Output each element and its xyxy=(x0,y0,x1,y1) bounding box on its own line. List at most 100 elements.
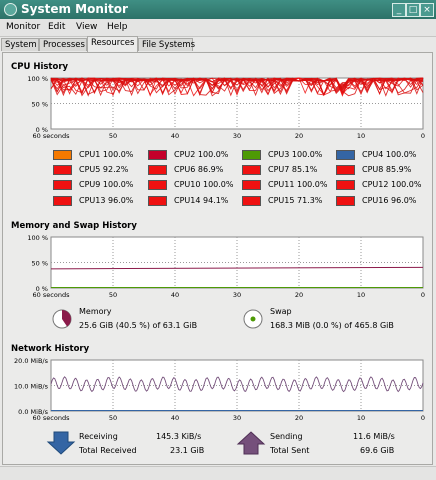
sending-label: Sending xyxy=(270,432,303,441)
cpu-percent: 94.1% xyxy=(200,196,229,205)
cpu-name: CPU10 xyxy=(174,180,201,189)
cpu-x-tick: 10 xyxy=(357,132,365,140)
maximize-icon[interactable]: □ xyxy=(406,3,420,17)
memory-detail: 25.6 GiB (40.5 %) of 63.1 GiB xyxy=(79,321,198,330)
cpu-color-swatch[interactable] xyxy=(53,165,72,175)
cpu-color-swatch[interactable] xyxy=(242,165,261,175)
cpu-color-swatch[interactable] xyxy=(336,180,355,190)
cpu-name: CPU1 xyxy=(79,150,101,159)
mem-x-tick: 60 seconds xyxy=(33,291,71,299)
cpu-percent: 100.0% xyxy=(383,150,417,159)
mem-x-tick: 0 xyxy=(421,291,425,299)
memory-history-title: Memory and Swap History xyxy=(11,221,137,231)
cpu-usage-label: CPU14 94.1% xyxy=(174,196,228,205)
cpu-history-title: CPU History xyxy=(11,62,69,72)
sending-history-line xyxy=(50,376,424,393)
cpu-name: CPU15 xyxy=(268,196,295,205)
cpu-history-line xyxy=(50,77,424,97)
cpu-percent: 85.1% xyxy=(289,165,318,174)
cpu-name: CPU13 xyxy=(79,196,106,205)
cpu-percent: 100.0% xyxy=(100,150,134,159)
cpu-usage-label: CPU1 100.0% xyxy=(79,150,133,159)
minimize-icon[interactable]: _ xyxy=(392,3,406,17)
close-icon[interactable]: × xyxy=(420,3,434,17)
cpu-x-tick: 30 xyxy=(233,132,241,140)
cpu-percent: 96.0% xyxy=(105,196,134,205)
cpu-usage-label: CPU6 86.9% xyxy=(174,165,223,174)
cpu-color-swatch[interactable] xyxy=(242,150,261,160)
cpu-color-swatch[interactable] xyxy=(242,196,261,206)
cpu-name: CPU5 xyxy=(79,165,101,174)
cpu-usage-label: CPU16 96.0% xyxy=(362,196,416,205)
cpu-color-swatch[interactable] xyxy=(242,180,261,190)
cpu-color-swatch[interactable] xyxy=(148,165,167,175)
menu-bar: Monitor Edit View Help xyxy=(0,19,436,37)
cpu-usage-label: CPU3 100.0% xyxy=(268,150,322,159)
net-y-tick: 20.0 MiB/s xyxy=(14,357,49,365)
menu-help[interactable]: Help xyxy=(107,22,128,32)
tab-file-systems[interactable]: File Systems xyxy=(138,38,195,51)
cpu-percent: 100.0% xyxy=(388,180,422,189)
receiving-value: 145.3 KiB/s xyxy=(156,432,202,441)
cpu-name: CPU14 xyxy=(174,196,201,205)
tab-processes[interactable]: Processes xyxy=(39,38,87,51)
net-x-tick: 40 xyxy=(171,414,179,422)
cpu-name: CPU9 xyxy=(79,180,101,189)
mem-x-tick: 40 xyxy=(171,291,179,299)
memory-history-line xyxy=(50,266,424,270)
cpu-color-swatch[interactable] xyxy=(148,180,167,190)
swap-label: Swap xyxy=(270,307,292,316)
cpu-percent: 100.0% xyxy=(289,150,323,159)
cpu-usage-label: CPU12 100.0% xyxy=(362,180,422,189)
mem-x-tick: 20 xyxy=(295,291,303,299)
cpu-percent: 96.0% xyxy=(388,196,417,205)
tab-resources[interactable]: Resources xyxy=(87,36,138,52)
cpu-usage-label: CPU7 85.1% xyxy=(268,165,317,174)
cpu-usage-label: CPU5 92.2% xyxy=(79,165,128,174)
cpu-color-swatch[interactable] xyxy=(336,196,355,206)
cpu-y-tick: 100 % xyxy=(27,75,48,83)
mem-x-tick: 50 xyxy=(109,291,117,299)
cpu-color-swatch[interactable] xyxy=(53,150,72,160)
menu-view[interactable]: View xyxy=(76,22,98,32)
cpu-percent: 92.2% xyxy=(100,165,129,174)
cpu-color-swatch[interactable] xyxy=(53,180,72,190)
net-x-tick: 50 xyxy=(109,414,117,422)
cpu-usage-label: CPU11 100.0% xyxy=(268,180,328,189)
receiving-label: Receiving xyxy=(79,432,118,441)
cpu-color-swatch[interactable] xyxy=(148,150,167,160)
cpu-usage-label: CPU9 100.0% xyxy=(79,180,133,189)
net-x-tick: 20 xyxy=(295,414,303,422)
cpu-percent: 86.9% xyxy=(195,165,224,174)
cpu-name: CPU12 xyxy=(362,180,389,189)
cpu-percent: 100.0% xyxy=(100,180,134,189)
system-monitor-icon[interactable] xyxy=(4,3,17,16)
cpu-usage-label: CPU8 85.9% xyxy=(362,165,411,174)
net-y-tick: 10.0 MiB/s xyxy=(14,383,49,391)
net-x-tick: 30 xyxy=(233,414,241,422)
cpu-color-swatch[interactable] xyxy=(148,196,167,206)
cpu-usage-label: CPU4 100.0% xyxy=(362,150,416,159)
tab-system[interactable]: System xyxy=(1,38,39,51)
cpu-name: CPU3 xyxy=(268,150,290,159)
mem-y-tick: 0 % xyxy=(36,285,48,293)
net-y-tick: 0.0 MiB/s xyxy=(18,408,48,416)
menu-edit[interactable]: Edit xyxy=(48,22,66,32)
total-received-value: 23.1 GiB xyxy=(170,446,205,455)
menu-monitor[interactable]: Monitor xyxy=(6,22,41,32)
cpu-percent: 100.0% xyxy=(294,180,328,189)
cpu-name: CPU6 xyxy=(174,165,196,174)
cpu-color-swatch[interactable] xyxy=(336,165,355,175)
cpu-percent: 100.0% xyxy=(200,180,234,189)
swap-detail: 168.3 MiB (0.0 %) of 465.8 GiB xyxy=(270,321,394,330)
cpu-color-swatch[interactable] xyxy=(53,196,72,206)
cpu-x-tick: 0 xyxy=(421,132,425,140)
cpu-usage-label: CPU15 71.3% xyxy=(268,196,322,205)
cpu-color-swatch[interactable] xyxy=(336,150,355,160)
window-title: System Monitor xyxy=(21,2,128,16)
status-bar xyxy=(0,466,436,480)
cpu-percent: 71.3% xyxy=(294,196,323,205)
cpu-name: CPU11 xyxy=(268,180,295,189)
cpu-name: CPU16 xyxy=(362,196,389,205)
